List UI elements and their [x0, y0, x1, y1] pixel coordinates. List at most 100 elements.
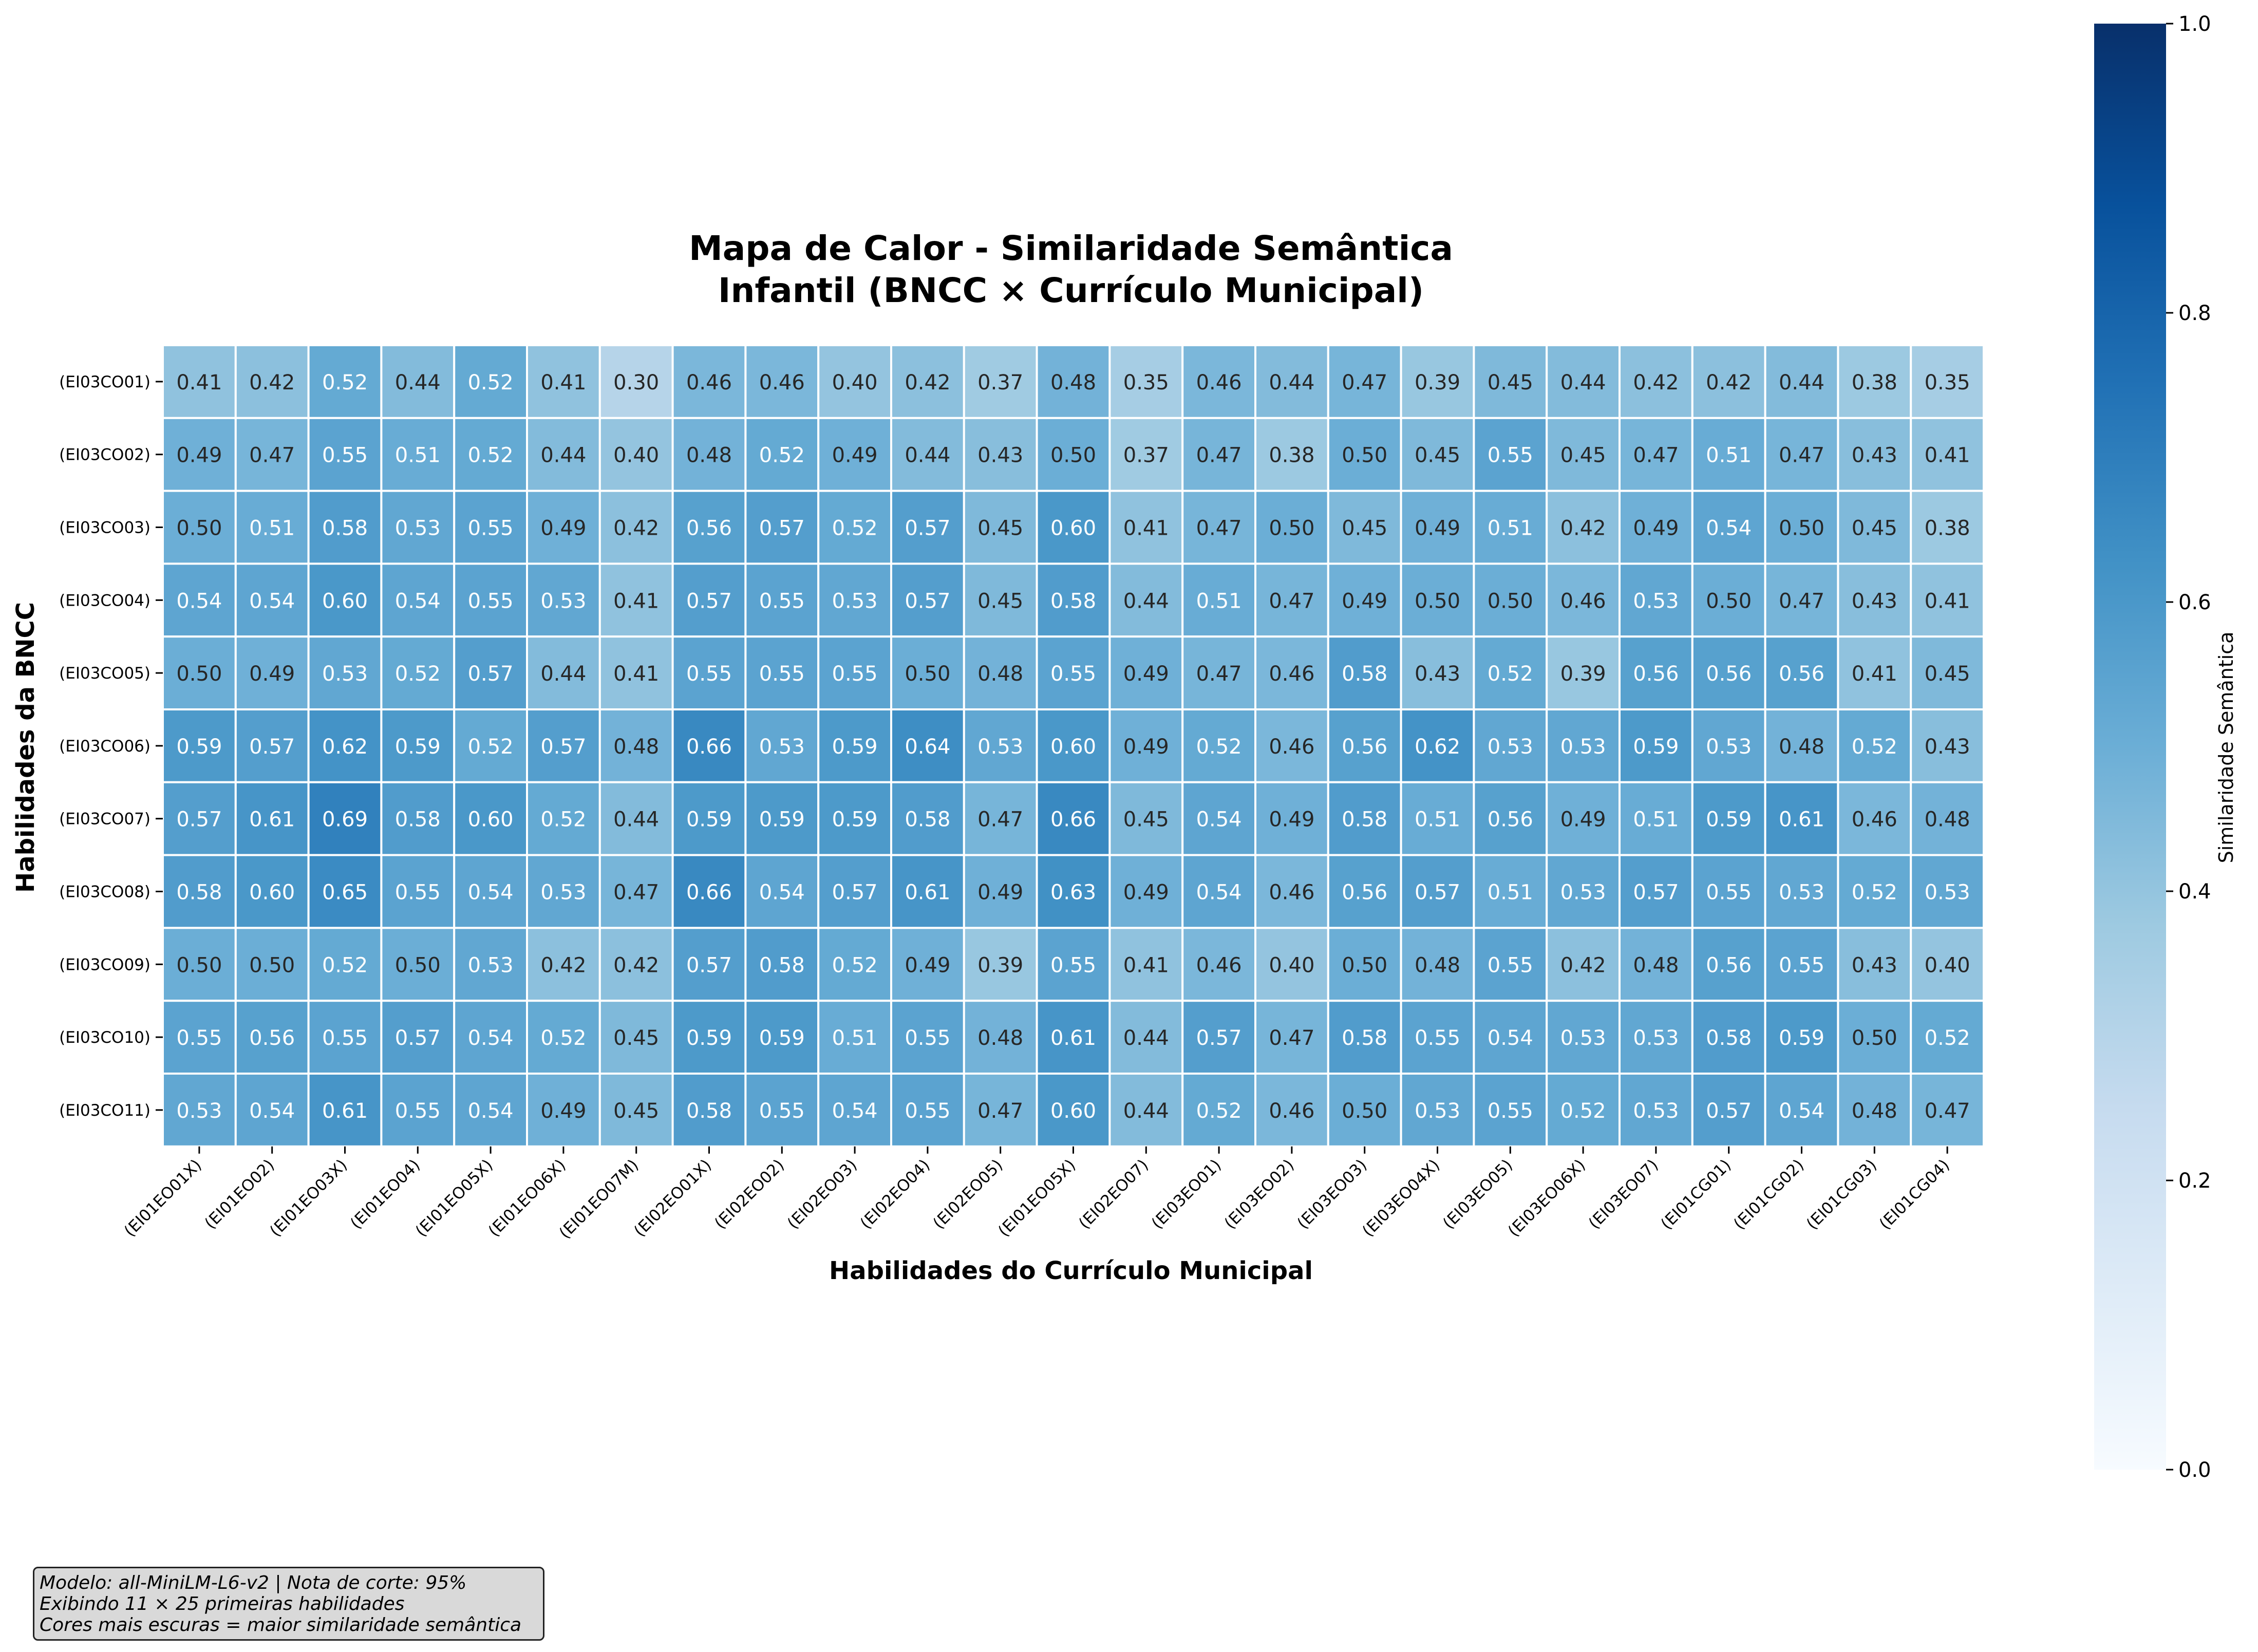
- heatmap-cell: [963, 635, 1038, 710]
- cell-value-label: 0.57: [1196, 1026, 1242, 1050]
- cell-value-label: 0.44: [540, 444, 586, 467]
- heatmap-cell: [234, 635, 310, 710]
- x-tick-label: (EI03EO01): [1148, 1156, 1225, 1233]
- heatmap-cell: [162, 781, 237, 856]
- colorbar-ticks: 0.0 0.2 0.4 0.6 0.8 1.0: [2166, 12, 2211, 1482]
- cell-value-label: 0.49: [540, 517, 586, 540]
- heatmap-cell: [380, 854, 456, 929]
- cell-value-label: 0.56: [1633, 662, 1679, 686]
- heatmap-cell: [890, 927, 965, 1002]
- heatmap-cell: [1254, 781, 1329, 856]
- cell-value-label: 0.66: [686, 735, 732, 759]
- heatmap-cell: [890, 781, 965, 856]
- cell-value-label: 0.60: [322, 589, 368, 613]
- cell-value-label: 0.40: [613, 444, 659, 467]
- cell-value-label: 0.53: [977, 735, 1023, 759]
- heatmap-cell: [162, 1073, 237, 1148]
- colorbar-tick-label: 0.2: [2178, 1169, 2211, 1193]
- cell-value-label: 0.52: [832, 517, 878, 540]
- cell-value-label: 0.55: [759, 589, 805, 613]
- heatmap-cell: [963, 781, 1038, 856]
- heatmap-cell: [1400, 927, 1475, 1002]
- heatmap-cell: [890, 417, 965, 492]
- cell-value-label: 0.40: [832, 371, 878, 395]
- x-tick-label: (EI02EO01X): [630, 1156, 715, 1241]
- note-legend-line: Cores mais escuras = maior similaridade …: [40, 1615, 522, 1636]
- cell-value-label: 0.52: [1852, 735, 1897, 759]
- cell-value-label: 0.60: [1050, 1099, 1096, 1123]
- cell-value-label: 0.47: [1633, 444, 1679, 467]
- cell-value-label: 0.42: [249, 371, 295, 395]
- heatmap-cell: [234, 1000, 310, 1075]
- cell-value-label: 0.41: [613, 662, 659, 686]
- cell-value-label: 0.55: [1779, 953, 1824, 977]
- heatmap-cell: [671, 344, 747, 419]
- cell-value-label: 0.57: [176, 808, 222, 832]
- cell-value-label: 0.57: [686, 589, 732, 613]
- cell-value-label: 0.54: [176, 589, 222, 613]
- cell-value-label: 0.46: [1196, 371, 1242, 395]
- cell-value-label: 0.43: [1852, 589, 1897, 613]
- cell-value-label: 0.46: [1269, 881, 1314, 905]
- cell-value-label: 0.46: [1560, 589, 1606, 613]
- cell-value-label: 0.55: [1706, 881, 1752, 905]
- cell-value-label: 0.53: [1633, 1026, 1679, 1050]
- cell-value-label: 0.44: [540, 662, 586, 686]
- cell-value-label: 0.53: [540, 881, 586, 905]
- y-tick-label: (EI03CO10): [59, 1028, 150, 1047]
- heatmap-cell: [1181, 1073, 1256, 1148]
- cell-value-label: 0.55: [759, 662, 805, 686]
- cell-value-label: 0.53: [1633, 589, 1679, 613]
- cell-value-label: 0.45: [613, 1026, 659, 1050]
- heatmap-cell: [817, 562, 892, 638]
- cell-value-label: 0.52: [1196, 735, 1242, 759]
- heatmap-cell: [1546, 344, 1621, 419]
- heatmap-cell: [1400, 490, 1475, 565]
- cell-value-label: 0.44: [1560, 371, 1606, 395]
- cell-value-label: 0.59: [759, 808, 805, 832]
- colorbar-tick-label: 0.4: [2178, 880, 2211, 904]
- colorbar: [2094, 24, 2166, 1470]
- heatmap-cell: [817, 344, 892, 419]
- cell-value-label: 0.38: [1852, 371, 1897, 395]
- x-tick-label: (EI02EO03): [784, 1156, 861, 1233]
- heatmap-cell: [1910, 1073, 1985, 1148]
- colorbar-tick-label: 0.8: [2178, 302, 2211, 325]
- cell-value-label: 0.45: [1560, 444, 1606, 467]
- heatmap-cell: [963, 344, 1038, 419]
- heatmap-cell: [1910, 417, 1985, 492]
- cell-value-label: 0.53: [395, 517, 441, 540]
- heatmap-cell: [890, 1000, 965, 1075]
- cell-value-label: 0.50: [1342, 953, 1387, 977]
- cell-value-label: 0.47: [977, 808, 1023, 832]
- x-tick-label: (EI03EO03): [1294, 1156, 1371, 1233]
- cell-value-label: 0.56: [1342, 881, 1387, 905]
- y-tick-label: (EI03CO09): [59, 955, 150, 974]
- heatmap-cell: [526, 562, 601, 638]
- heatmap-cell: [1691, 854, 1766, 929]
- cell-value-label: 0.55: [832, 662, 878, 686]
- heatmap-cell: [1546, 635, 1621, 710]
- heatmap-cell: [234, 1073, 310, 1148]
- cell-value-label: 0.58: [1050, 589, 1096, 613]
- cell-value-label: 0.46: [1269, 735, 1314, 759]
- heatmap-cell: [598, 781, 674, 856]
- heatmap-cell: [1254, 490, 1329, 565]
- cell-value-label: 0.55: [176, 1026, 222, 1050]
- x-tick-label: (EI02EO05): [930, 1156, 1007, 1233]
- cell-value-label: 0.41: [540, 371, 586, 395]
- cell-value-label: 0.53: [1633, 1099, 1679, 1123]
- heatmap-cell: [453, 781, 529, 856]
- cell-value-label: 0.41: [1852, 662, 1897, 686]
- heatmap-cell: [1619, 1000, 1693, 1075]
- cell-value-label: 0.42: [613, 517, 659, 540]
- heatmap-cell: [744, 490, 820, 565]
- cell-value-label: 0.58: [759, 953, 805, 977]
- cell-value-label: 0.61: [905, 881, 950, 905]
- cell-value-label: 0.58: [1342, 1026, 1387, 1050]
- cell-value-label: 0.56: [1706, 662, 1752, 686]
- x-axis-ticks: (EI01EO01X)(EI01EO02)(EI01EO03X)(EI01EO0…: [121, 1146, 1953, 1243]
- heatmap-cell: [1254, 635, 1329, 710]
- cell-value-label: 0.55: [322, 444, 368, 467]
- heatmap-cell: [1691, 1073, 1766, 1148]
